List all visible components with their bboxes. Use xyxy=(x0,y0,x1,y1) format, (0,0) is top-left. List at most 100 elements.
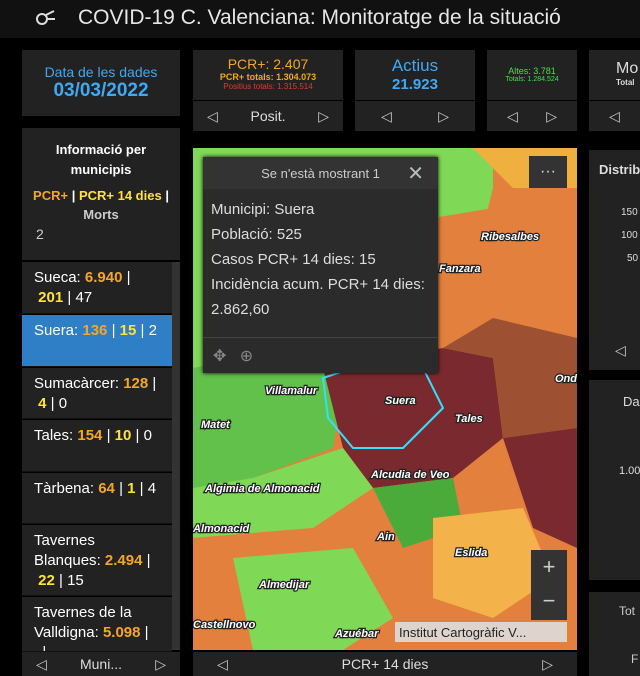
second-panel: Da 1.00 xyxy=(589,380,640,580)
header-title: COVID-19 C. Valenciana: Monitoratge de l… xyxy=(78,6,561,29)
popup-line: Casos PCR+ 14 dies: 15 xyxy=(211,251,376,268)
popup-line: Incidència acum. PCR+ 14 dies: 2.862,60 xyxy=(211,276,425,318)
map-label: Tales xyxy=(455,413,483,425)
colon: : xyxy=(89,480,99,497)
header-bar: COVID-19 C. Valenciana: Monitoratge de l… xyxy=(0,0,640,38)
zoom-icon[interactable]: ⊕ xyxy=(239,348,254,365)
pcr14-value: 10 xyxy=(114,427,132,444)
pcr-positius: Positius totals: 1.315.514 xyxy=(223,82,313,91)
popup: Se n'està mostrant 1 ✕ Municipi: Suera Po… xyxy=(203,157,438,373)
morts-nav[interactable]: ◁ xyxy=(589,101,640,131)
legend-pcr14: PCR+ 14 dies xyxy=(78,188,162,203)
second-label: Da xyxy=(623,394,640,409)
list-title: Informació per municipis xyxy=(55,142,147,177)
pcr14-value: 15 xyxy=(119,322,137,339)
pcr14-value: 1 xyxy=(127,480,136,497)
altes-total: Totals: 1.284.524 xyxy=(505,76,559,83)
pcr-value: 64 xyxy=(98,480,115,497)
morts-value: 4 xyxy=(147,480,157,497)
separator: | xyxy=(63,289,76,306)
close-button[interactable]: ✕ xyxy=(407,163,424,185)
area xyxy=(193,448,373,538)
separator: | xyxy=(135,480,148,497)
area xyxy=(483,188,577,278)
prev-arrow[interactable]: ◁ xyxy=(615,342,626,358)
legend-pcr: PCR+ xyxy=(33,188,69,203)
morts-value: 2 xyxy=(148,322,157,339)
next-arrow[interactable]: ▷ xyxy=(546,107,557,124)
prev-arrow[interactable]: ◁ xyxy=(609,107,620,124)
next-arrow[interactable]: ▷ xyxy=(318,107,329,124)
pcr-value: 128 xyxy=(123,375,149,392)
map-label: Ribesalbes xyxy=(481,231,539,243)
map-label: Alcudia de Veo xyxy=(370,469,450,481)
municipality-item[interactable]: Suera: 136 | 15 | 2 xyxy=(22,315,172,367)
axis-tick-label: 150 xyxy=(621,207,638,218)
morts-value: 15 xyxy=(67,572,84,589)
morts-value: 0 xyxy=(58,395,68,412)
morts-total: Total xyxy=(616,78,635,87)
colon: : xyxy=(69,427,78,444)
map-label: Onda xyxy=(555,373,577,385)
prev-arrow[interactable]: ◁ xyxy=(381,107,392,124)
zoom-control[interactable] xyxy=(531,550,567,620)
municipality-item[interactable]: Tales: 154 | 10 | 0 xyxy=(22,420,172,472)
map[interactable]: Ribesalbes Fanzara Villamalur Suera Tales Mat… xyxy=(193,148,577,650)
municipality-name: Tavernes de la Valldigna xyxy=(34,604,132,641)
area xyxy=(433,508,553,618)
pcr-value: 5.098 xyxy=(102,624,141,641)
next-arrow[interactable]: ▷ xyxy=(438,107,449,124)
prev-item-tail: 2 xyxy=(36,226,44,242)
zoom-in[interactable]: + xyxy=(543,554,556,579)
next-arrow[interactable]: ▷ xyxy=(542,655,553,672)
altes-nav[interactable]: ◁ ▷ xyxy=(487,101,577,131)
separator: | xyxy=(34,375,157,412)
date-card: Data de les dades 03/03/2022 xyxy=(22,50,180,116)
municipality-name: Sumacàrcer xyxy=(34,375,115,392)
map-label: Matet xyxy=(201,419,231,431)
altes-card: Altes: 3.781 Totals: 1.284.524 xyxy=(487,50,577,100)
separator: | xyxy=(34,269,131,306)
next-arrow[interactable]: ▷ xyxy=(155,655,166,672)
pcr-value: 136 xyxy=(82,322,108,339)
municipality-name: Sueca xyxy=(34,269,77,286)
map-label: Suera xyxy=(385,395,416,407)
colon: : xyxy=(94,624,103,641)
separator: | xyxy=(34,552,151,589)
colon: : xyxy=(76,269,85,286)
separator: | xyxy=(46,395,59,412)
list-nav[interactable]: ◁ Muni... ▷ xyxy=(22,652,180,676)
axis-tick-label: 100 xyxy=(621,230,638,241)
map-label: Almonacid xyxy=(193,523,250,535)
municipality-item[interactable]: Tavernes de la Valldigna: 5.098 | | xyxy=(22,597,172,652)
zoom-out[interactable]: − xyxy=(543,588,556,613)
list-header: Informació per municipis PCR+ | PCR+ 14 … xyxy=(22,128,180,260)
prev-arrow[interactable]: ◁ xyxy=(207,107,218,124)
map-nav[interactable]: ◁ PCR+ 14 dies ▷ xyxy=(193,652,577,676)
separator: | xyxy=(54,572,68,589)
more-button[interactable] xyxy=(529,156,567,188)
scrollbar[interactable] xyxy=(172,262,180,650)
prev-arrow[interactable]: ◁ xyxy=(217,655,228,672)
actius-nav[interactable]: ◁ ▷ xyxy=(355,101,475,131)
pcr-nav[interactable]: ◁ Posit. ▷ xyxy=(193,101,343,131)
attribution: Institut Cartogràfic V... xyxy=(399,625,526,640)
tab-label[interactable]: Tot xyxy=(619,604,636,618)
municipality-item[interactable]: Sumacàrcer: 128 | 4 | 0 xyxy=(22,368,172,419)
separator: | xyxy=(38,644,50,651)
prev-arrow[interactable]: ◁ xyxy=(507,107,518,124)
colon: : xyxy=(96,552,105,569)
map-label: Almedijar xyxy=(258,579,310,591)
pan-icon[interactable]: ✥ xyxy=(213,348,227,365)
prev-arrow[interactable]: ◁ xyxy=(36,655,47,672)
municipality-item[interactable]: Sueca: 6.940 | 201 | 47 xyxy=(22,262,172,314)
municipality-item[interactable]: Tavernes Blanques: 2.494 | 22 | 15 xyxy=(22,525,172,596)
pcr-value: 6.940 xyxy=(84,269,123,286)
axis-tick-label: 50 xyxy=(627,253,639,264)
pcr-nav-label: Posit. xyxy=(250,108,286,124)
area xyxy=(503,428,577,548)
municipality-item[interactable]: Tàrbena: 64 | 1 | 4 xyxy=(22,473,172,524)
morts-card: Mo Total xyxy=(589,50,640,100)
more-dots[interactable]: ··· xyxy=(540,163,556,180)
